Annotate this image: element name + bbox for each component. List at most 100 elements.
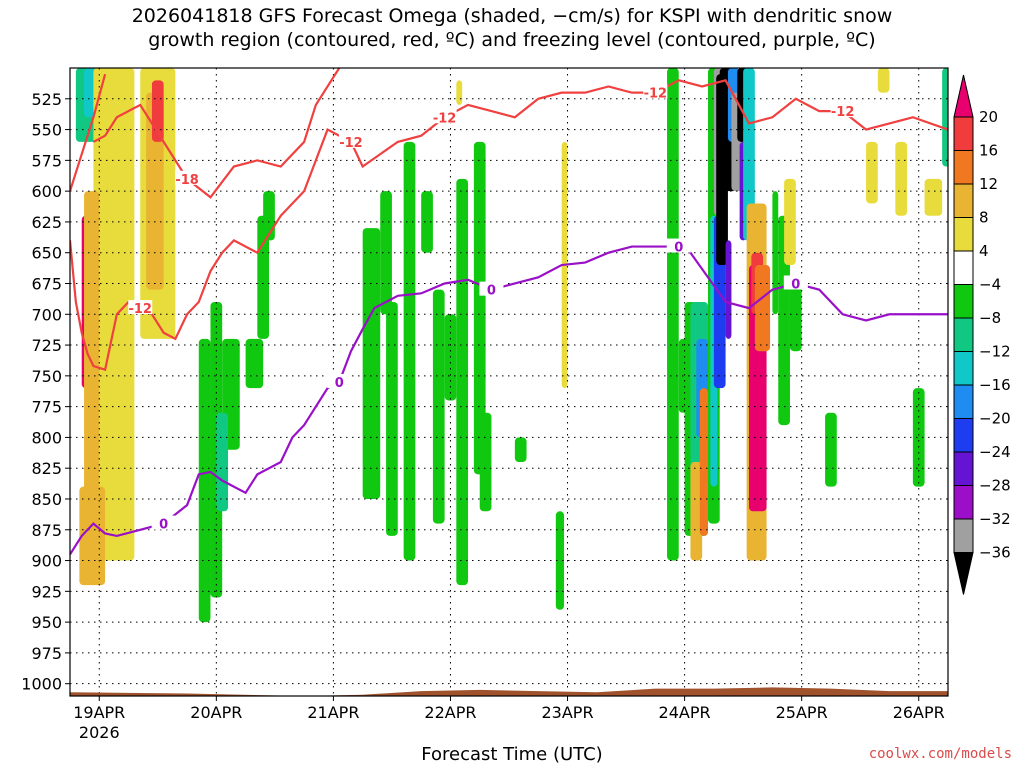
x-tick-label-5: 24APR [659, 703, 711, 722]
freezing-level-contour-label-bg-3 [666, 238, 691, 253]
colorbar-swatch-7 [953, 317, 974, 352]
colorbar-label-0: 20 [979, 108, 998, 126]
freezing-level-contour-label-0: 0 [159, 518, 168, 533]
omega-cell-44 [725, 240, 732, 339]
dendritic-contour-minus12-label-bg-1 [338, 133, 363, 148]
omega-cell-10 [198, 338, 211, 623]
colorbar: 20 16 12 8 4 −4 −8 −12 −16 −20 −24 −28 −32 −36 [953, 74, 1011, 595]
plot-frame [69, 67, 949, 697]
omega-cell-58 [825, 412, 837, 487]
dendritic-contour-minus12-label-4: -12 [831, 105, 855, 120]
freezing-level-contour-label-bg-2 [479, 281, 504, 296]
y-tick-label-16: 925 [31, 582, 62, 601]
x-tick-sublabel-0: 2026 [79, 723, 120, 742]
y-tick-label-15: 900 [31, 552, 62, 571]
omega-cell-22 [432, 289, 445, 524]
gridlines [70, 68, 948, 696]
colorbar-swatch-12 [953, 485, 974, 520]
chart-title-line1: 2026041818 GFS Forecast Omega (shaded, −… [131, 5, 893, 27]
colorbar-label-13: −36 [979, 544, 1011, 562]
omega-cell-36 [690, 462, 703, 561]
omega-cell-19 [386, 301, 398, 536]
dendritic-contour-minus12-label-2: -12 [433, 111, 457, 126]
chart-title: 2026041818 GFS Forecast Omega (shaded, −… [0, 4, 1024, 52]
dendritic-contour-minus12-label-bg-4 [830, 103, 855, 118]
omega-cell-25 [473, 141, 486, 475]
y-tick-label-5: 650 [31, 244, 62, 263]
chart-title-line2: growth region (contoured, red, ºC) and f… [148, 29, 876, 51]
freezing-level-contour-label-bg-0 [151, 515, 176, 530]
y-tick-label-7: 700 [31, 305, 62, 324]
y-tick-label-3: 600 [31, 182, 62, 201]
omega-cell-27 [514, 437, 527, 463]
freezing-level-contour-label-bg-4 [783, 275, 808, 290]
x-tick-label-2: 21APR [307, 703, 359, 722]
omega-cell-60 [866, 141, 878, 204]
x-tick-label-4: 23APR [541, 703, 593, 722]
x-axis-label: Forecast Time (UTC) [421, 744, 603, 765]
colorbar-bottom-arrow [953, 552, 974, 595]
dendritic-contour-minus12-label-3: -12 [644, 87, 668, 102]
colorbar-swatch-3 [953, 183, 974, 218]
y-tick-label-2: 575 [31, 151, 62, 170]
omega-cell-53 [754, 265, 771, 352]
freezing-level-contour-label-4: 0 [791, 277, 800, 292]
colorbar-swatch-2 [953, 150, 974, 185]
omega-cell-20 [403, 141, 416, 561]
colorbar-swatch-5 [953, 250, 974, 285]
colorbar-label-2: 12 [979, 175, 998, 193]
colorbar-swatch-4 [953, 217, 974, 252]
colorbar-swatch-1 [953, 116, 974, 151]
omega-cell-26 [479, 412, 492, 512]
freezing-level-contour [70, 245, 948, 555]
colorbar-label-6: −8 [979, 309, 1001, 327]
dendritic-contour-minus18-label-bg-0 [175, 170, 200, 185]
y-tick-label-19: 1000 [21, 675, 62, 694]
omega-cell-43 [716, 74, 728, 266]
colorbar-swatch-6 [953, 284, 974, 319]
colorbar-label-3: 8 [979, 209, 989, 227]
omega-cell-18 [380, 191, 392, 315]
x-tick-label-0: 19APR [73, 703, 125, 722]
omega-cell-24 [456, 178, 469, 586]
dendritic-contour-minus12-label-bg-0 [128, 300, 153, 315]
dendritic-contour-minus18 [92, 68, 341, 199]
omega-cell-57 [784, 178, 796, 266]
omega-cell-8 [84, 191, 100, 512]
y-tick-label-0: 525 [31, 90, 62, 109]
omega-cell-16 [216, 412, 229, 512]
colorbar-label-11: −28 [979, 477, 1011, 495]
omega-cell-63 [924, 178, 943, 216]
freezing-level-contour-label-2: 0 [487, 284, 496, 299]
colorbar-label-10: −24 [979, 443, 1011, 461]
colorbar-swatch-13 [953, 518, 974, 553]
y-tick-label-1: 550 [31, 121, 62, 140]
omega-cell-49 [743, 68, 755, 241]
y-tick-label-10: 775 [31, 398, 62, 417]
colorbar-label-12: −32 [979, 510, 1011, 528]
omega-cell-28 [555, 511, 565, 610]
omega-cell-55 [778, 215, 790, 426]
colorbar-swatch-8 [953, 351, 974, 386]
omega-cell-30 [456, 80, 463, 105]
freezing-level-contour-label-1: 0 [335, 376, 344, 391]
y-tick-label-14: 875 [31, 521, 62, 540]
freezing-level-contour-label-bg-1 [327, 374, 352, 388]
omega-cell-64 [942, 68, 948, 167]
colorbar-top-arrow [953, 74, 974, 118]
ground-shape [70, 687, 948, 696]
y-tick-label-18: 975 [31, 644, 62, 663]
freezing-level-contour-label-3: 0 [674, 241, 683, 256]
y-tick-label-4: 625 [31, 213, 62, 232]
colorbar-label-9: −20 [979, 410, 1011, 428]
dendritic-contour-minus12-label-bg-2 [432, 109, 457, 124]
colorbar-label-4: 4 [979, 242, 989, 260]
omega-cell-9 [79, 486, 106, 586]
omega-cell-62 [912, 388, 925, 487]
colorbar-label-5: −4 [979, 276, 1001, 294]
omega-cell-61 [877, 68, 890, 93]
omega-cell-56 [789, 277, 802, 352]
omega-cell-37 [699, 388, 709, 536]
